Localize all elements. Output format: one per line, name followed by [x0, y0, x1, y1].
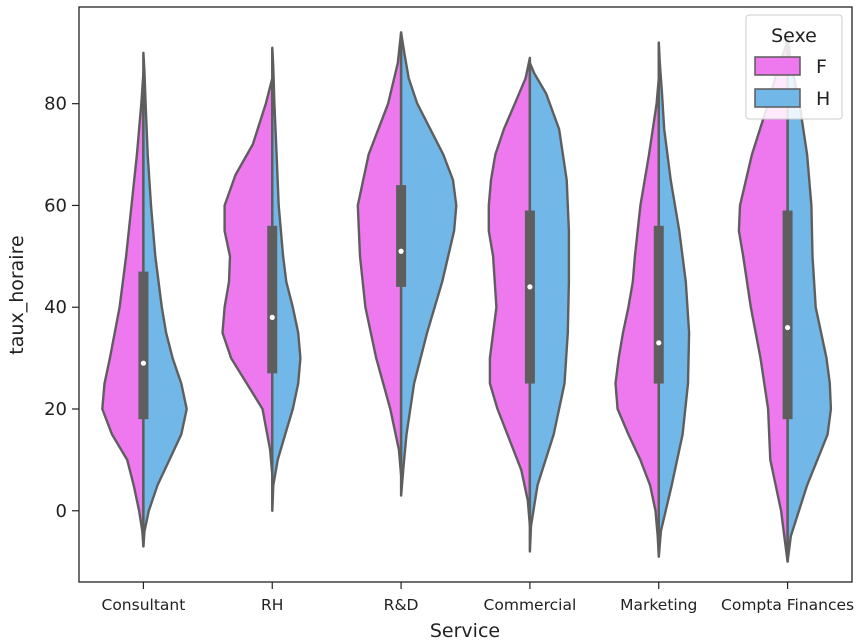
legend-label-h: H — [816, 88, 830, 110]
legend-title: Sexe — [771, 25, 817, 47]
iqr-box-6 — [782, 210, 793, 420]
y-axis: 0 20 40 60 80 — [44, 94, 79, 522]
violin-f-1 — [101, 72, 145, 548]
x-tick-label: RH — [261, 596, 283, 614]
y-tick-label: 20 — [44, 399, 67, 420]
median-dot-1 — [140, 360, 147, 366]
boxplot-layer — [138, 32, 793, 562]
y-tick-label: 0 — [56, 501, 67, 522]
y-axis-label: taux_horaire — [6, 235, 28, 354]
iqr-box-5 — [653, 225, 664, 384]
iqr-box-4 — [524, 210, 535, 384]
iqr-box-1 — [138, 271, 149, 420]
y-tick-label: 60 — [44, 195, 67, 216]
x-axis: Consultant RH R&D Commercial Marketing Compta… — [102, 582, 854, 614]
median-dot-3 — [398, 248, 404, 254]
y-tick-label: 40 — [44, 297, 67, 318]
legend-swatch-f — [754, 56, 801, 76]
violin-f-3 — [356, 31, 403, 477]
iqr-box-2 — [267, 225, 278, 374]
x-tick-label: R&D — [384, 596, 419, 614]
violin-f-5 — [614, 77, 660, 558]
violin-h-3 — [399, 31, 458, 497]
violin-h-5 — [657, 41, 691, 558]
iqr-box-3 — [396, 185, 407, 287]
x-tick-label: Marketing — [620, 596, 697, 614]
violin-h-2 — [271, 46, 302, 512]
y-tick-label: 80 — [44, 94, 67, 115]
violin-h-1 — [142, 51, 188, 548]
x-axis-label: Service — [430, 620, 500, 642]
violin-f-2 — [221, 77, 274, 477]
violin-layer — [101, 31, 833, 563]
x-tick-label: Commercial — [484, 596, 577, 614]
plot-frame — [78, 6, 853, 583]
legend-swatch-h — [754, 88, 801, 108]
median-dot-5 — [656, 340, 662, 346]
median-dot-2 — [269, 314, 275, 320]
median-dot-6 — [784, 324, 791, 331]
median-dot-4 — [527, 284, 533, 290]
x-tick-label: Consultant — [102, 596, 186, 614]
legend: Sexe F H — [745, 14, 843, 120]
violin-f-4 — [487, 56, 532, 528]
violin-h-4 — [528, 61, 571, 553]
legend-label-f: F — [816, 56, 827, 78]
x-tick-label: Compta Finances — [721, 596, 854, 614]
